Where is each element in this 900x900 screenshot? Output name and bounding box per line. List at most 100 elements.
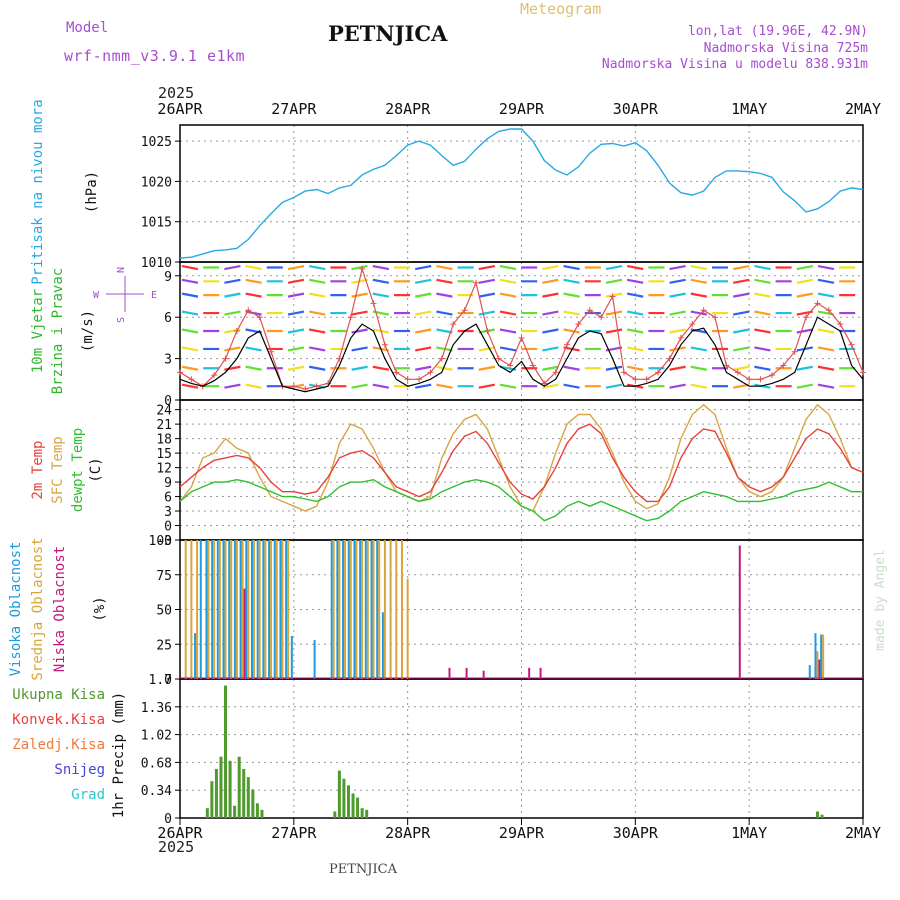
wind-barb	[605, 264, 623, 271]
precip-bar	[242, 768, 246, 818]
wind-barb	[563, 328, 580, 334]
y-tick-label: 25	[156, 638, 172, 653]
wind-barb	[669, 383, 686, 389]
wind-barb	[669, 328, 686, 334]
precip-legend-item: Grad	[71, 787, 105, 803]
wind-barb	[563, 278, 580, 284]
wind-barb	[542, 383, 559, 389]
wind-barb	[754, 278, 771, 284]
wind-barb	[796, 328, 814, 334]
wind-barb	[732, 328, 750, 334]
wind-barb	[351, 346, 368, 352]
wind-barb	[372, 383, 390, 389]
precip-bar	[333, 811, 337, 818]
precip-bar	[356, 797, 360, 818]
wind-barb	[436, 310, 453, 316]
wind-barb	[690, 383, 708, 389]
x-tick-label-bottom: 26APR	[157, 824, 203, 842]
precip-bar	[237, 756, 241, 818]
wind-barb	[436, 383, 453, 389]
wind-barb	[605, 328, 623, 334]
dewpt-axis-label: dewpt Temp	[70, 428, 86, 512]
y-tick-label: 24	[156, 404, 172, 419]
wind-barb	[690, 310, 708, 316]
wind-barb	[817, 264, 835, 271]
y-tick-label: 0.34	[141, 784, 172, 799]
x-tick-label-top: 27APR	[271, 100, 317, 118]
wind-barb	[796, 292, 814, 298]
wind-barb	[817, 292, 835, 298]
y-tick-label: 1.7	[149, 673, 172, 688]
precip-bar	[214, 768, 218, 818]
y-tick-label: 75	[156, 569, 172, 584]
wind-gust-marker	[438, 355, 445, 362]
wind-barb	[436, 365, 453, 371]
wind-barb	[499, 292, 517, 298]
wind-barb	[372, 292, 390, 298]
watermark: made by Angel	[873, 549, 888, 651]
wind-gust-marker	[712, 314, 719, 321]
wind-barb	[499, 346, 517, 352]
wind-barb	[372, 264, 390, 271]
y-tick-label: 3	[164, 505, 172, 520]
wind-barb	[372, 310, 390, 316]
y-tick-label: 0	[164, 673, 172, 688]
y-tick-label: 18	[156, 433, 172, 448]
wind-gust-marker	[461, 307, 468, 314]
temp-2m-line	[179, 423, 864, 503]
wind-barb	[732, 264, 750, 271]
wind-barb	[308, 264, 326, 271]
wind-barb	[351, 310, 368, 316]
wind-barb	[478, 383, 496, 389]
x-tick-label-top: 30APR	[613, 100, 659, 118]
wind-gust-marker	[780, 362, 787, 369]
y-tick-label: 1010	[141, 256, 172, 271]
wind-gust-marker	[370, 300, 377, 307]
y-tick-label: 1015	[141, 216, 172, 231]
wind-barb	[563, 310, 580, 316]
precip-bar	[342, 778, 346, 818]
wind-barb	[351, 365, 368, 371]
wind-barb	[245, 383, 262, 389]
wind-barb	[308, 346, 326, 352]
y-tick-label: 6	[164, 311, 172, 326]
wind-gust-marker	[222, 355, 229, 362]
y-tick-label: 0	[164, 394, 172, 409]
wind-gust-marker	[791, 348, 798, 355]
wind-barb	[181, 310, 199, 316]
wind-barb	[690, 292, 708, 298]
wind-axis-label-1: 10m Vjetar	[30, 289, 46, 373]
precip-bar	[360, 808, 364, 818]
wind-gust-marker	[575, 321, 582, 328]
wind-barb	[499, 328, 517, 334]
wind-barb	[181, 278, 199, 284]
wind-gust-marker	[609, 293, 616, 300]
wind-gust-marker	[837, 321, 844, 328]
wind-gust-marker	[825, 307, 832, 314]
panel-frame	[179, 399, 864, 541]
wind-barb	[478, 292, 496, 298]
x-tick-label-bottom: 28APR	[385, 824, 431, 842]
wind-barb	[414, 292, 432, 298]
wind-barb	[626, 365, 644, 371]
wind-barb	[563, 365, 580, 371]
wind-barb	[669, 264, 686, 271]
wind-barb	[605, 310, 623, 316]
year-top: 2025	[158, 84, 195, 102]
wind-barb	[436, 292, 453, 298]
wind-barb	[308, 365, 326, 371]
wind-barb	[626, 278, 644, 284]
wind-barb	[287, 346, 305, 352]
y-tick-label: 1025	[141, 135, 172, 150]
y-tick-label: 0	[164, 520, 172, 535]
y-tick-label: 50	[156, 604, 172, 619]
wind-barb	[754, 292, 771, 298]
temp-unit-label: (C)	[88, 457, 104, 482]
wind-gust-marker	[564, 341, 571, 348]
y-tick-label: 21	[156, 418, 172, 433]
precip-bar	[228, 760, 232, 818]
wind-barb	[351, 264, 368, 271]
y-tick-label: 1.36	[141, 701, 172, 716]
wind-gust-marker	[313, 383, 320, 390]
